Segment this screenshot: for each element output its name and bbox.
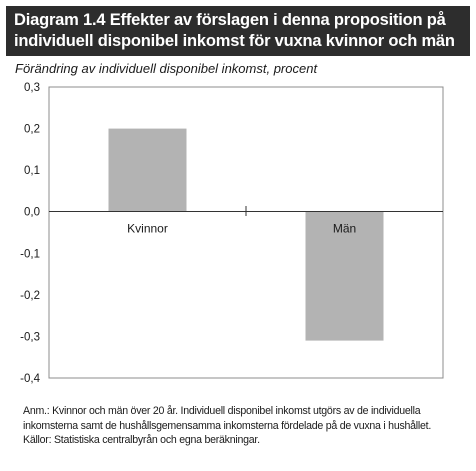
y-tick-label: -0,3 <box>20 331 40 343</box>
bar-kvinnor <box>108 128 187 212</box>
category-label: Män <box>333 222 356 236</box>
chart-notes: Anm.: Kvinnor och män över 20 år. Indivi… <box>23 404 468 448</box>
chart-subtitle: Förändring av individuell disponibel ink… <box>15 61 318 76</box>
y-tick-label: 0,1 <box>24 165 40 177</box>
y-tick-label: -0,1 <box>20 248 40 260</box>
y-tick-label: -0,4 <box>20 373 40 385</box>
source-line: Källor: Statistiska centralbyrån och egn… <box>23 434 260 446</box>
note-line-2: inkomsterna samt de hushållsgemensamma i… <box>23 419 432 432</box>
y-tick-label: 0,3 <box>24 82 40 94</box>
chart-title-line-2: individuell disponibel inkomst för vuxna… <box>14 32 455 50</box>
bar-chart: 0,3 0,2 0,1 0,0 -0,1 -0,2 -0,3 -0,4 Kvinnor Män <box>20 82 444 385</box>
chart-title-line-1: Diagram 1.4 Effekter av förslagen i denn… <box>14 11 446 29</box>
y-tick-label: 0,0 <box>24 207 40 219</box>
category-label: Kvinnor <box>127 222 168 236</box>
chart-title: Diagram 1.4 Effekter av förslagen i denn… <box>6 6 470 56</box>
note-line-1: Anm.: Kvinnor och män över 20 år. Indivi… <box>23 405 421 417</box>
y-tick-label: -0,2 <box>20 290 40 302</box>
bar-m-n <box>305 211 384 341</box>
y-tick-label: 0,2 <box>24 124 40 136</box>
plot-area-frame <box>48 86 444 379</box>
